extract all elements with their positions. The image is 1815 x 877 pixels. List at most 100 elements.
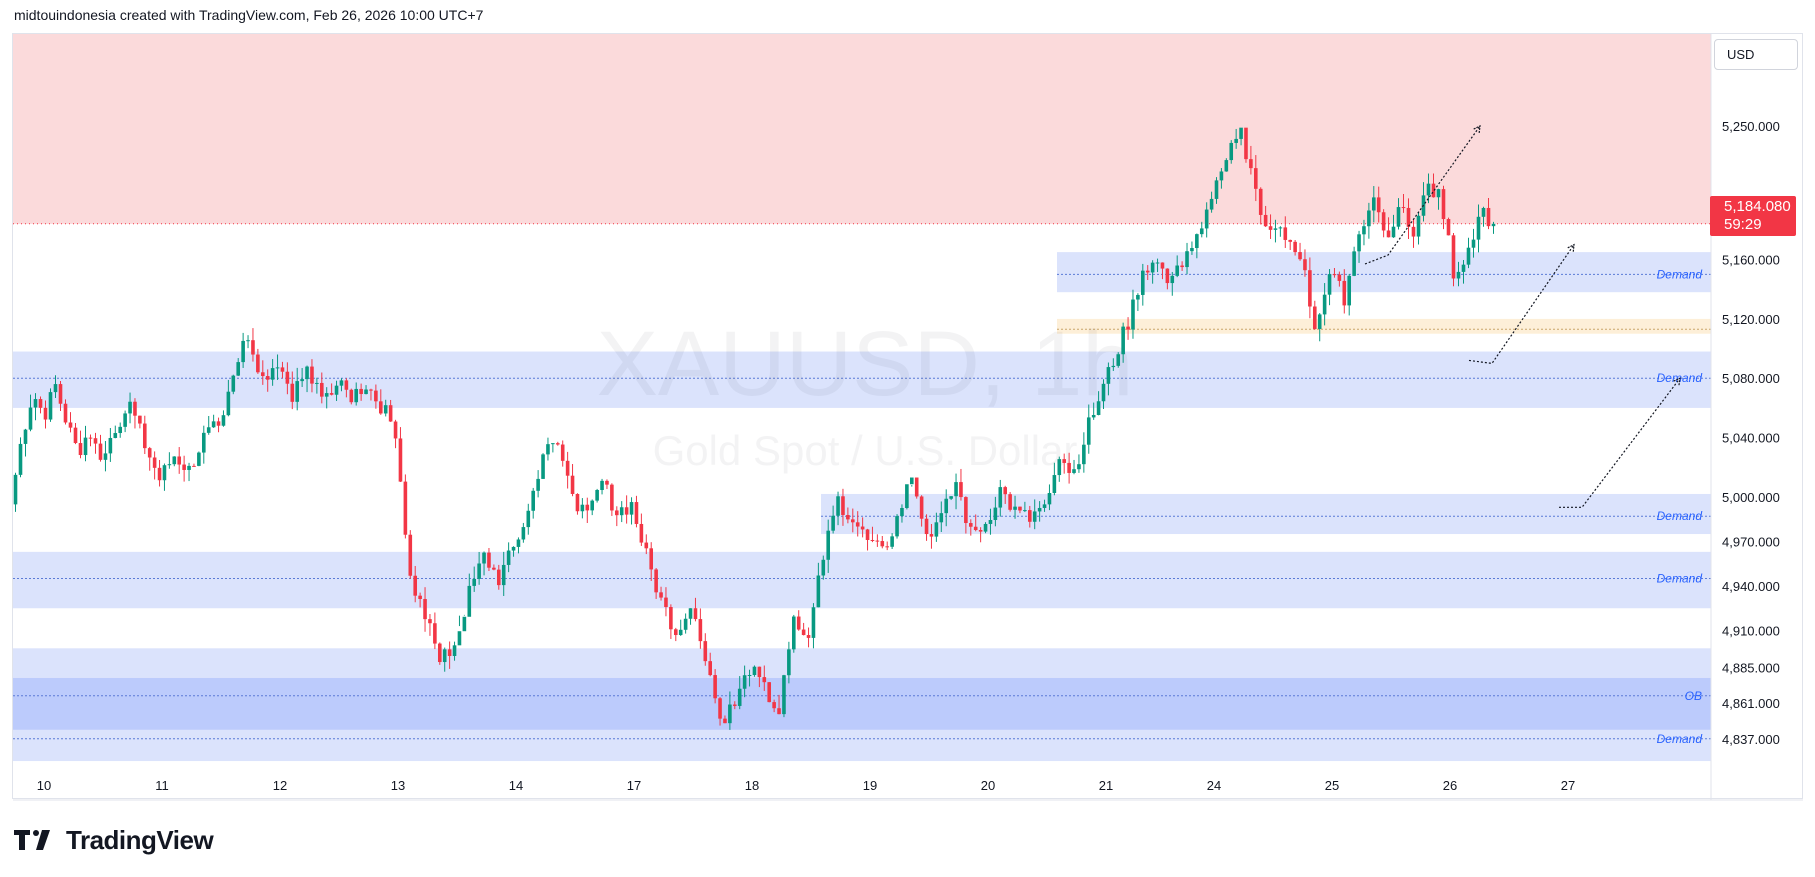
candle	[791, 614, 796, 653]
candle	[1199, 221, 1204, 238]
candle	[850, 508, 855, 533]
candle	[944, 489, 949, 527]
candle	[457, 615, 462, 646]
candle	[560, 440, 565, 467]
candle	[428, 614, 432, 636]
y-tick-label: 5,000.000	[1722, 490, 1780, 505]
candle	[1047, 484, 1052, 511]
last-price-value: 5,184.080	[1724, 198, 1791, 215]
candle	[501, 551, 506, 596]
candle	[310, 359, 314, 393]
zone-supply-0[interactable]	[13, 34, 1711, 224]
candle	[231, 374, 236, 395]
candle	[98, 434, 103, 462]
candle	[934, 512, 939, 542]
candle	[1456, 261, 1461, 287]
candle	[256, 348, 260, 374]
candle	[482, 551, 486, 576]
zone-demand-5[interactable]	[13, 551, 1711, 609]
zone-demand-6[interactable]	[13, 648, 1711, 678]
candle	[452, 641, 457, 661]
candle	[1082, 432, 1086, 473]
candle	[28, 394, 33, 432]
zone-demand-4[interactable]	[821, 493, 1711, 535]
candle	[811, 603, 816, 649]
candle	[295, 367, 300, 411]
zone-imbalance-2[interactable]	[1057, 318, 1711, 334]
candle	[610, 483, 614, 516]
candle	[718, 697, 722, 726]
candle	[128, 392, 132, 424]
candle	[78, 430, 83, 459]
tradingview-logo[interactable]: TradingView	[14, 825, 214, 855]
x-tick-label: 12	[273, 778, 287, 793]
price-axis: 5,250.0005,200.0005,160.0005,120.0005,08…	[1710, 34, 1780, 800]
candle	[1224, 158, 1229, 172]
candle	[1288, 239, 1293, 250]
candle	[905, 484, 909, 510]
candle	[1121, 322, 1125, 363]
zone-label-5: Demand	[1657, 572, 1703, 586]
candle	[305, 365, 309, 393]
chart-frame[interactable]	[12, 33, 1803, 799]
candle	[875, 534, 880, 547]
candle	[1249, 145, 1253, 175]
candle	[147, 446, 152, 471]
candle	[1471, 228, 1476, 258]
candle	[826, 519, 831, 573]
candle	[23, 428, 28, 457]
candle	[988, 508, 993, 535]
zone-ob-7[interactable]	[13, 677, 1711, 730]
candle	[1052, 462, 1057, 496]
candle	[324, 387, 329, 409]
candle	[88, 434, 93, 447]
candle	[841, 488, 845, 526]
x-tick-label: 19	[863, 778, 877, 793]
candle	[506, 542, 511, 573]
candle	[339, 378, 344, 392]
candle	[855, 511, 860, 537]
candle	[138, 415, 142, 429]
zone-demand-8[interactable]	[13, 729, 1711, 762]
candle	[954, 473, 958, 510]
candle	[929, 524, 934, 549]
candle	[492, 564, 496, 571]
candle	[1003, 485, 1008, 504]
candle	[624, 495, 629, 524]
candle	[113, 425, 118, 439]
candle	[167, 452, 172, 469]
candle	[1278, 226, 1283, 237]
candle	[1401, 193, 1406, 213]
candle	[13, 472, 18, 512]
candle	[1481, 206, 1486, 227]
candle	[374, 384, 378, 409]
currency-button[interactable]: USD	[1714, 39, 1798, 70]
projection-path-0[interactable]	[1364, 125, 1481, 265]
candle	[1476, 204, 1481, 253]
candle	[1086, 404, 1091, 454]
candle	[354, 382, 359, 406]
candle	[993, 496, 998, 527]
candle	[565, 451, 570, 489]
candle	[1312, 300, 1317, 330]
candle	[752, 665, 757, 677]
candle	[831, 505, 835, 534]
candle	[541, 453, 545, 479]
candle	[688, 608, 693, 625]
candle	[1317, 313, 1322, 342]
candle	[403, 474, 408, 539]
candle	[349, 388, 354, 405]
projection-arrowhead-2	[1673, 377, 1681, 386]
candle	[723, 715, 727, 724]
candle	[133, 398, 137, 429]
zone-demand-1[interactable]	[1057, 252, 1711, 293]
candle	[1244, 127, 1248, 163]
candle	[1357, 230, 1361, 263]
candle	[1116, 352, 1121, 368]
candle	[1209, 191, 1214, 213]
candle	[880, 535, 885, 549]
candle	[1381, 209, 1386, 238]
candle	[241, 332, 245, 368]
x-tick-label: 20	[981, 778, 995, 793]
